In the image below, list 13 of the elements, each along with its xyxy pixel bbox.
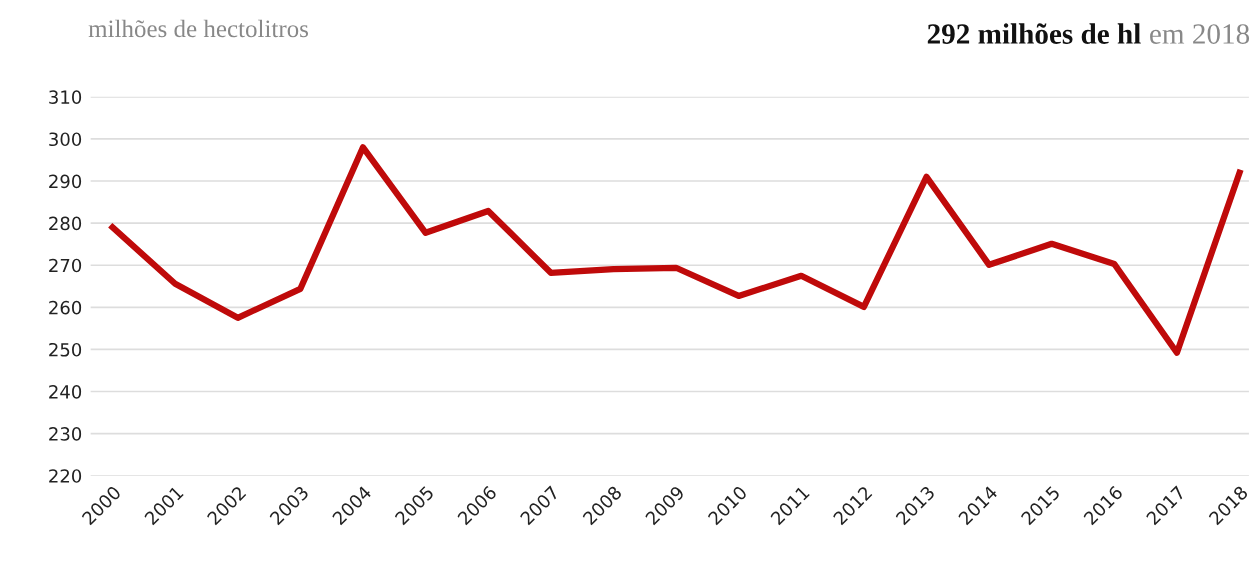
chart-title: 292 milhões de hl (927, 23, 1141, 44)
y-tick-label: 270 (49, 258, 82, 273)
y-tick-label: 250 (49, 342, 82, 357)
y-tick-label: 230 (49, 427, 82, 441)
chart-subtitle: em 2018 (1150, 24, 1250, 44)
y-tick-label: 310 (49, 90, 82, 104)
y-tick-label: 300 (49, 132, 82, 147)
y-tick-label: 290 (49, 174, 82, 189)
y-tick-label: 280 (49, 216, 82, 231)
y-tick-label: 240 (49, 384, 82, 399)
y-axis-title: milhões de hectolitros (88, 19, 309, 38)
y-tick-label: 260 (49, 300, 82, 315)
y-tick-label: 220 (49, 469, 82, 483)
